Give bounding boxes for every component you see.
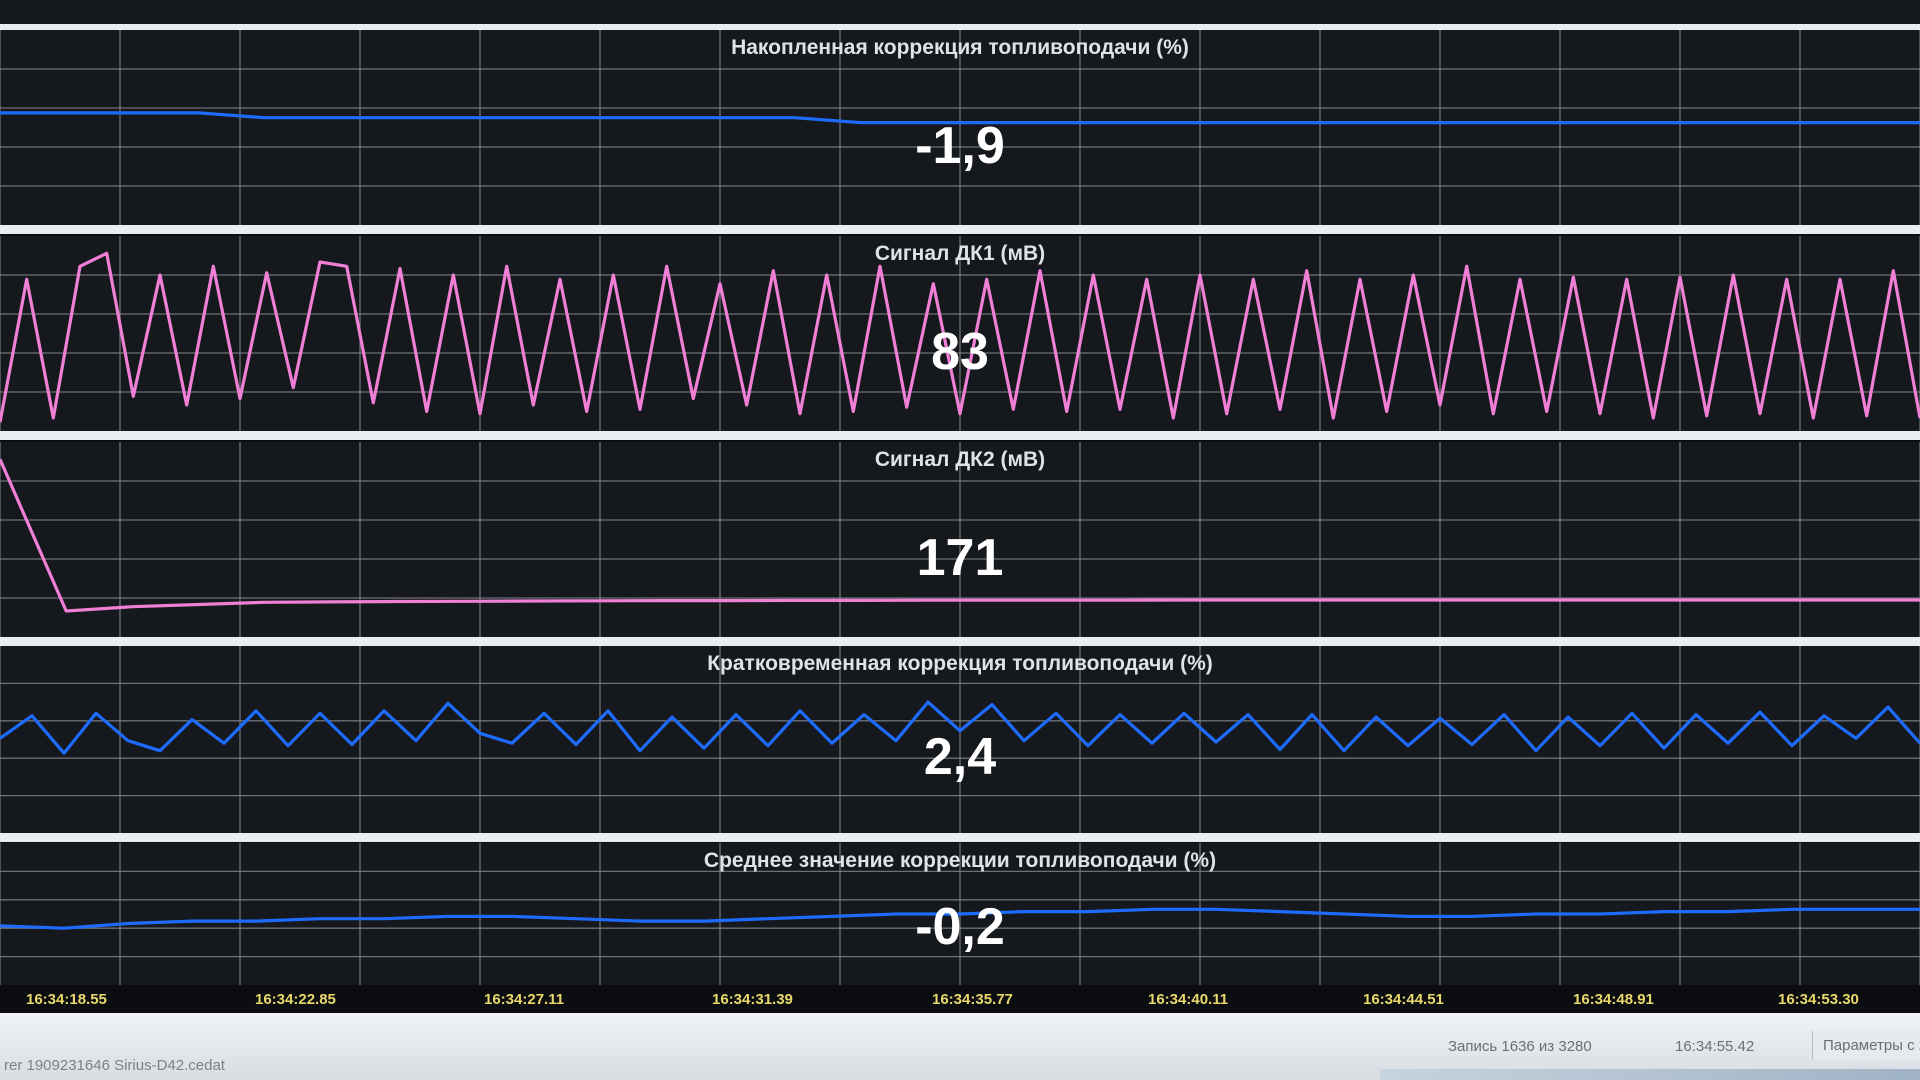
- current-value: 2,4: [924, 728, 996, 786]
- taskbar-strip: [1380, 1069, 1920, 1080]
- status-record-count: Запись 1636 из 3280: [1448, 1038, 1592, 1055]
- time-tick-label: 16:34:27.11: [484, 991, 565, 1008]
- panel-divider: [0, 431, 1920, 440]
- panel-title: Накопленная коррекция топливоподачи (%): [731, 36, 1189, 59]
- time-axis: 16:34:18.55 16:34:22.85 16:34:27.11 16:3…: [0, 985, 1920, 1013]
- series-line: [0, 251, 1920, 423]
- trend-panel: Сигнал ДК1 (мВ) 83: [0, 236, 1920, 440]
- panel-title: Среднее значение коррекции топливоподачи…: [704, 849, 1216, 872]
- previous-panel-edge: [0, 0, 1920, 24]
- time-tick-label: 16:34:31.39: [712, 991, 793, 1008]
- series-line: [0, 111, 1920, 125]
- plots-area: Накопленная коррекция топливоподачи (%) -…: [0, 0, 1920, 994]
- series-line: [0, 458, 1920, 613]
- series-line: [0, 700, 1920, 755]
- current-value: 83: [931, 323, 989, 381]
- status-file-name: rer 1909231646 Sirius-D42.cedat: [4, 1057, 225, 1074]
- current-value: -1,9: [915, 117, 1005, 175]
- trend-panel: Сигнал ДК2 (мВ) 171: [0, 442, 1920, 646]
- panel-title: Кратковременная коррекция топливоподачи …: [707, 652, 1213, 675]
- panel-divider: [0, 833, 1920, 842]
- status-cursor-time: 16:34:55.42: [1675, 1038, 1755, 1055]
- trend-panel: Кратковременная коррекция топливоподачи …: [0, 646, 1920, 842]
- time-tick-label: 16:34:48.91: [1573, 991, 1654, 1008]
- series-line: [0, 907, 1920, 930]
- panel-title: Сигнал ДК2 (мВ): [875, 448, 1045, 471]
- time-tick-label: 16:34:35.77: [932, 991, 1013, 1008]
- current-value: 171: [917, 529, 1004, 587]
- time-tick-label: 16:34:53.30: [1778, 991, 1859, 1008]
- trend-panel: Среднее значение коррекции топливоподачи…: [0, 843, 1920, 994]
- parameters-button[interactable]: Параметры с 2: [1812, 1031, 1920, 1060]
- time-tick-label: 16:34:40.11: [1148, 991, 1229, 1008]
- panel-divider: [0, 225, 1920, 234]
- panel-divider: [0, 24, 1920, 30]
- panel-title: Сигнал ДК1 (мВ): [875, 242, 1045, 265]
- current-value: -0,2: [915, 898, 1005, 956]
- time-tick-label: 16:34:18.55: [26, 991, 107, 1008]
- trend-panel: Накопленная коррекция топливоподачи (%) -…: [0, 30, 1920, 234]
- panel-divider: [0, 637, 1920, 646]
- status-bar: rer 1909231646 Sirius-D42.cedat Запись 1…: [0, 1013, 1920, 1080]
- time-tick-label: 16:34:44.51: [1363, 991, 1444, 1008]
- time-tick-label: 16:34:22.85: [255, 991, 336, 1008]
